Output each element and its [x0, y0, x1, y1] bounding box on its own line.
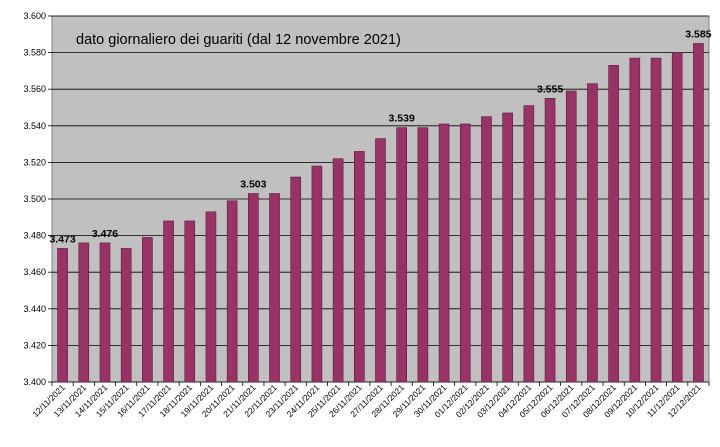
y-tick-label: 3.480	[23, 231, 46, 241]
bar	[438, 123, 450, 383]
data-label: 3.473	[49, 233, 75, 245]
bar	[523, 105, 535, 383]
data-label: 3.555	[537, 83, 563, 95]
bar	[269, 193, 280, 383]
bar	[396, 127, 407, 383]
bar	[693, 43, 704, 383]
y-axis-ticks: 3.400 3.420 3.440 3.460 3.480 3.500 3.520 3.540…	[23, 11, 52, 387]
y-tick-label: 3.400	[23, 377, 46, 387]
y-tick-label: 3.460	[23, 267, 46, 277]
bar	[311, 165, 323, 383]
bar	[120, 248, 132, 383]
bar	[565, 90, 577, 383]
bar	[78, 242, 90, 383]
bar	[99, 242, 111, 383]
bar	[226, 200, 238, 383]
bar	[629, 57, 641, 383]
y-tick-label: 3.440	[23, 304, 46, 314]
bar	[142, 237, 153, 383]
y-tick-label: 3.600	[23, 11, 46, 21]
bar	[163, 220, 174, 383]
data-label: 3.503	[240, 179, 266, 191]
bar	[608, 65, 619, 383]
bar	[650, 57, 662, 383]
data-label: 3.585	[685, 28, 711, 40]
bar	[459, 123, 471, 383]
y-tick-label: 3.520	[23, 157, 46, 167]
y-tick-label: 3.500	[23, 194, 46, 204]
bar	[671, 52, 683, 383]
bar	[354, 151, 365, 383]
y-tick-label: 3.560	[23, 84, 46, 94]
gridlines	[52, 15, 709, 383]
bar	[205, 211, 217, 383]
bar	[417, 127, 429, 383]
bar	[290, 176, 302, 383]
bar	[502, 112, 513, 383]
bar	[332, 158, 344, 383]
y-tick-label: 3.540	[23, 121, 46, 131]
bar	[248, 193, 259, 383]
data-label: 3.539	[389, 113, 415, 125]
bar	[184, 220, 196, 383]
bar	[481, 116, 492, 383]
data-labels: 3.473 3.476 3.503 3.539 3.555 3.585	[49, 28, 711, 245]
bars	[57, 43, 704, 383]
bar	[375, 138, 386, 383]
data-label: 3.476	[92, 228, 118, 240]
bar	[587, 83, 598, 383]
bar	[57, 248, 68, 383]
x-axis-ticks: 12/11/202113/11/202114/11/202115/11/2021…	[30, 382, 710, 419]
chart-title: dato giornaliero dei guariti (dal 12 nov…	[76, 32, 401, 48]
y-tick-label: 3.420	[23, 340, 46, 350]
y-tick-label: 3.580	[23, 48, 46, 58]
bar	[544, 98, 556, 383]
